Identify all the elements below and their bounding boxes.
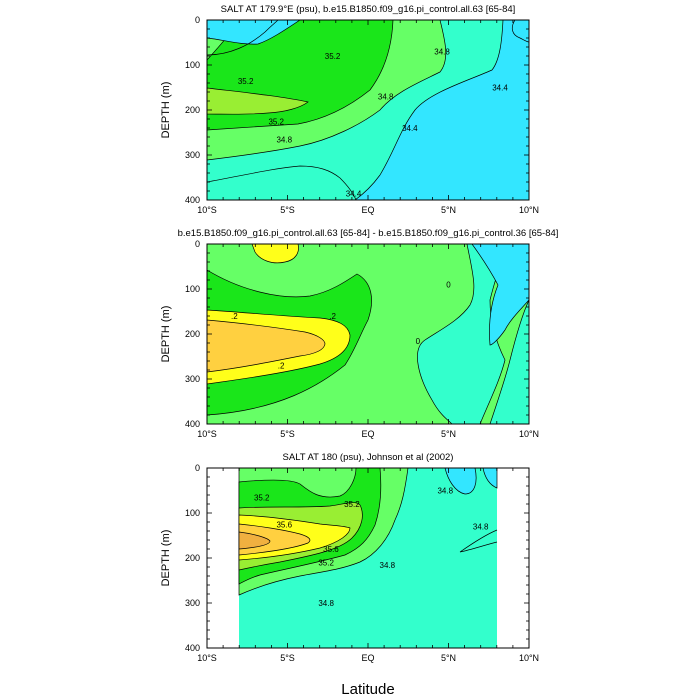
fill-region-35-6: [207, 87, 309, 115]
y-tick-label: 300: [185, 150, 200, 160]
y-tick-label: 200: [185, 329, 200, 339]
contour-field: [207, 244, 529, 424]
y-tick-label: 200: [185, 105, 200, 115]
y-tick-label: 200: [185, 553, 200, 563]
contour-label: 35.2: [318, 559, 334, 568]
contour-label: 0: [416, 337, 421, 346]
y-axis-label: DEPTH (m): [160, 82, 172, 139]
fill-region-orange: [207, 319, 326, 373]
contour-label: 34.4: [402, 124, 418, 133]
x-tick-label: 5°N: [441, 429, 456, 439]
contour-label: 35.2: [254, 493, 270, 502]
y-tick-label: 400: [185, 419, 200, 429]
contour-label: 34.8: [473, 523, 489, 532]
y-tick-label: 300: [185, 374, 200, 384]
panel-observed-salinity: SALT AT 180 (psu), Johnson et al (2002) …: [160, 452, 539, 663]
x-tick-label: 10°S: [197, 429, 217, 439]
y-tick-label: 0: [195, 15, 200, 25]
fill-region-36-0: [238, 531, 271, 550]
y-tick-label: 100: [185, 508, 200, 518]
x-tick-label: EQ: [361, 205, 374, 215]
contour-line-right-bottom: [489, 299, 529, 424]
y-axis-label: DEPTH (m): [160, 306, 172, 363]
contour-field: [207, 20, 529, 200]
contour-label: 35.6: [323, 545, 339, 554]
x-tick-label: 5°N: [441, 653, 456, 663]
x-tick-label: 10°N: [519, 429, 539, 439]
blank-region-south: [207, 468, 239, 648]
contour-label: 35.2: [238, 77, 254, 86]
panel-title: SALT AT 180 (psu), Johnson et al (2002): [283, 452, 454, 463]
contour-line-north-east: [459, 529, 498, 553]
contour-label: 0: [446, 281, 451, 290]
x-axis-label: Latitude: [341, 681, 394, 698]
y-tick-label: 300: [185, 598, 200, 608]
fill-region-top-yellow: [251, 244, 299, 264]
contour-field: [238, 468, 498, 648]
contour-label: 34.8: [380, 561, 396, 570]
panel-model-salinity: SALT AT 179.9°E (psu), b.e15.B1850.f09_g…: [160, 4, 539, 215]
fill-region-very-negative: [471, 244, 529, 346]
y-tick-label: 100: [185, 60, 200, 70]
x-tick-label: EQ: [361, 653, 374, 663]
contour-label: 34.8: [434, 48, 450, 57]
contour-line-north-cyan: [444, 468, 477, 495]
contour-line-north-small: [482, 468, 498, 489]
y-axis-label: DEPTH (m): [160, 530, 172, 587]
x-tick-label: 5°S: [280, 205, 295, 215]
contour-line-top-cyan: [207, 20, 301, 45]
y-tick-label: 400: [185, 643, 200, 653]
contour-label: 34.8: [437, 487, 453, 496]
contour-label: 35.6: [276, 520, 292, 529]
fill-region-negative: [417, 244, 529, 424]
y-tick-label: 0: [195, 463, 200, 473]
contour-label: .2: [329, 312, 336, 321]
x-tick-label: 5°S: [280, 653, 295, 663]
contour-label: .2: [231, 312, 238, 321]
x-tick-label: 10°S: [197, 205, 217, 215]
contour-label: 35.2: [344, 500, 360, 509]
x-tick-label: 5°N: [441, 205, 456, 215]
x-tick-label: 10°N: [519, 205, 539, 215]
y-tick-label: 400: [185, 195, 200, 205]
x-tick-label: EQ: [361, 429, 374, 439]
x-tick-label: 10°N: [519, 653, 539, 663]
panel-title: b.e15.B1850.f09_g16.pi_control.all.63 [6…: [178, 228, 559, 239]
fill-region-35-8: [238, 523, 311, 556]
panel-salinity-difference: b.e15.B1850.f09_g16.pi_control.all.63 [6…: [160, 228, 558, 439]
contour-line-top-aqua: [207, 20, 279, 56]
contour-label: 35.2: [268, 117, 284, 126]
x-tick-label: 10°S: [197, 653, 217, 663]
x-tick-label: 5°S: [280, 429, 295, 439]
contour-label: 35.2: [325, 52, 341, 61]
y-tick-label: 0: [195, 239, 200, 249]
contour-label: 34.4: [346, 189, 362, 198]
contour-label: 34.8: [378, 93, 394, 102]
contour-line-deep: [207, 165, 357, 200]
y-tick-label: 100: [185, 284, 200, 294]
contour-label: 34.8: [276, 135, 292, 144]
contour-label: .2: [278, 362, 285, 371]
panel-title: SALT AT 179.9°E (psu), b.e15.B1850.f09_g…: [221, 4, 516, 15]
contour-label: 34.4: [492, 84, 508, 93]
contour-line-right: [511, 20, 529, 43]
blank-region-north: [497, 468, 529, 648]
contour-label: 34.8: [318, 599, 334, 608]
